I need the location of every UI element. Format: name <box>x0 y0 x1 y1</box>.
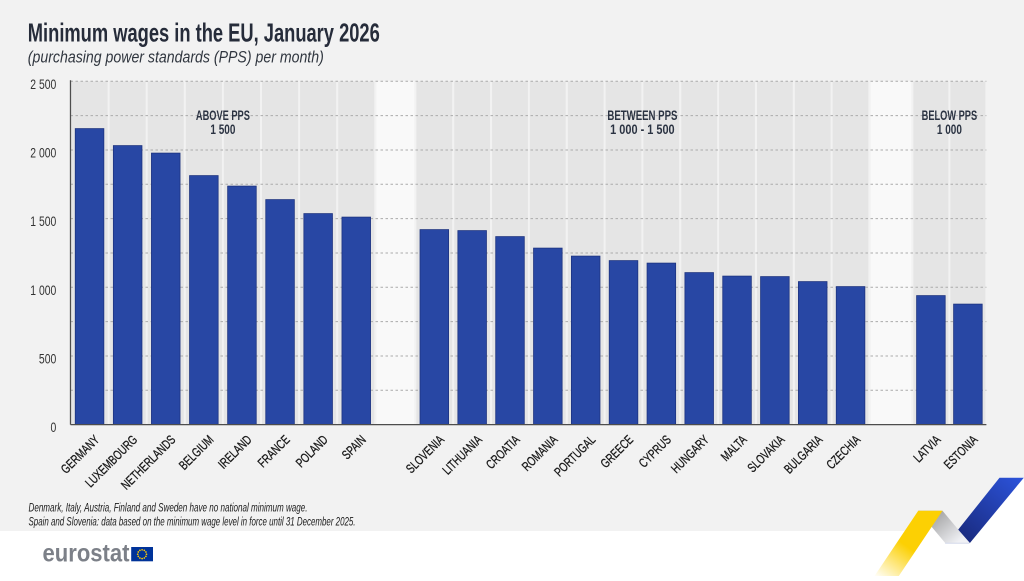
svg-text:Spain and Slovenia: data based: Spain and Slovenia: data based on the mi… <box>29 517 356 529</box>
svg-text:ABOVE PPS: ABOVE PPS <box>196 108 250 123</box>
svg-text:Denmark, Italy, Austria, Finla: Denmark, Italy, Austria, Finland and Swe… <box>29 503 308 515</box>
svg-text:2 000: 2 000 <box>30 146 56 162</box>
svg-text:1 000: 1 000 <box>30 283 56 299</box>
svg-text:(purchasing power standards (P: (purchasing power standards (PPS) per mo… <box>28 48 324 67</box>
svg-text:BELOW PPS: BELOW PPS <box>922 108 978 123</box>
svg-text:1 500: 1 500 <box>30 214 56 230</box>
svg-text:500: 500 <box>39 352 56 368</box>
svg-text:Minimum wages in the EU, Janua: Minimum wages in the EU, January 2026 <box>28 18 380 48</box>
svg-text:BETWEEN PPS: BETWEEN PPS <box>607 108 677 123</box>
svg-text:0: 0 <box>51 420 57 436</box>
svg-text:1 000: 1 000 <box>937 122 962 137</box>
svg-text:2 500: 2 500 <box>30 77 56 93</box>
svg-text:1 000 - 1 500: 1 000 - 1 500 <box>610 122 675 137</box>
svg-text:eurostat: eurostat <box>43 540 131 568</box>
svg-text:1 500: 1 500 <box>210 122 235 137</box>
